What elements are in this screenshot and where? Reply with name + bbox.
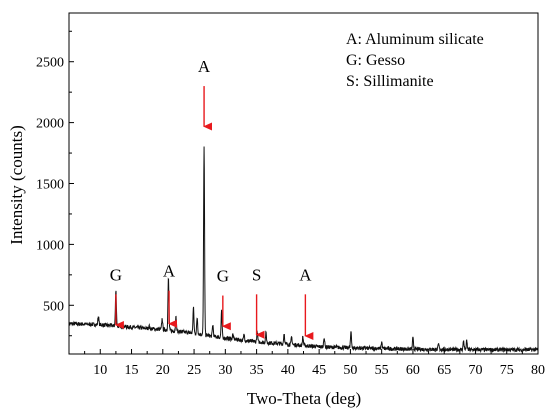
peak-label-2: A	[198, 57, 211, 76]
y-axis-label: Intensity (counts)	[7, 125, 26, 244]
plot-layer	[68, 146, 539, 354]
x-axis-label: Two-Theta (deg)	[247, 389, 361, 408]
peak-label-4: S	[252, 265, 261, 284]
x-tick-label-12: 70	[468, 363, 482, 378]
peak-label-1: A	[163, 262, 176, 281]
x-tick-label-0: 10	[93, 363, 107, 378]
xrd-series-line	[68, 146, 539, 354]
y-tick-label-2: 1500	[36, 178, 64, 193]
y-tick-label-1: 1000	[36, 238, 64, 253]
peak-label-5: A	[299, 265, 312, 284]
y-tick-label-3: 2000	[36, 117, 64, 132]
x-tick-label-2: 20	[156, 363, 170, 378]
plot-frame	[68, 12, 539, 355]
x-tick-label-10: 60	[406, 363, 420, 378]
y-tick-label-4: 2500	[36, 56, 64, 71]
x-tick-label-1: 15	[125, 363, 139, 378]
x-tick-label-13: 75	[500, 363, 514, 378]
x-tick-label-9: 55	[375, 363, 389, 378]
x-tick-label-8: 50	[343, 363, 357, 378]
legend-entry-gesso: G: Gesso	[346, 52, 405, 69]
x-tick-label-7: 45	[312, 363, 326, 378]
annotation-layer: G A A G S A	[110, 57, 314, 340]
legend: A: Aluminum silicate G: Gesso S: Sillima…	[346, 31, 484, 90]
peak-label-3: G	[217, 267, 229, 286]
peak-label-0: G	[110, 265, 122, 284]
x-tick-label-6: 40	[281, 363, 295, 378]
legend-entry-aluminum-silicate: A: Aluminum silicate	[346, 31, 484, 48]
x-tick-label-3: 25	[187, 363, 201, 378]
x-tick-label-5: 35	[250, 363, 264, 378]
x-tick-label-4: 30	[218, 363, 232, 378]
y-tick-label-0: 500	[43, 299, 64, 314]
x-tick-label-14: 80	[531, 363, 545, 378]
axis-layer: 10 15 20 25 30 35 40 45 50 55 60 65 70 75 80 500 1000 150…	[36, 12, 545, 378]
legend-entry-sillimanite: S: Sillimanite	[346, 73, 434, 90]
x-tick-label-11: 65	[437, 363, 451, 378]
